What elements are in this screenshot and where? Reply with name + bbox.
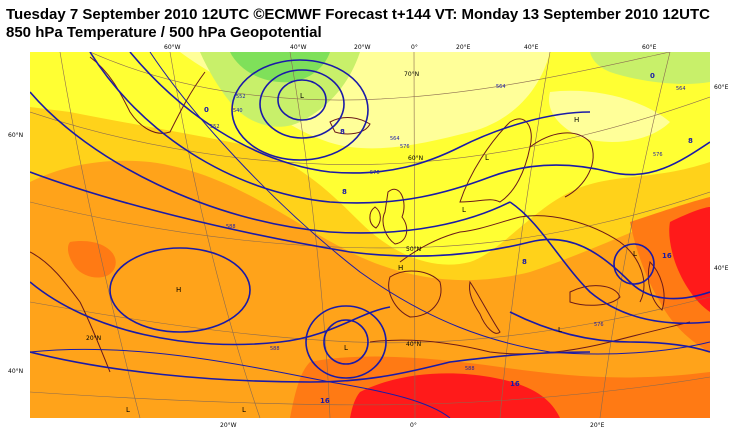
inner-latitude-labels: 70°N 60°N 50°N 40°N 20°N bbox=[86, 71, 423, 348]
high-center: H bbox=[398, 264, 403, 272]
geo-label: 552 bbox=[236, 94, 246, 100]
temp-label: 0 bbox=[204, 106, 209, 114]
geopotential-contours bbox=[29, 51, 711, 383]
geo-label: 576 bbox=[594, 322, 604, 328]
temp-band-pale-green bbox=[200, 52, 360, 127]
temp-label: 16 bbox=[662, 252, 672, 260]
low-center: L bbox=[462, 206, 466, 214]
map-svg: L L L L L L L L H H H 540 552 564 576 58… bbox=[29, 51, 711, 419]
temperature-labels: 0 0 8 8 8 16 16 16 8 bbox=[204, 72, 693, 405]
geo-label: 588 bbox=[465, 366, 475, 372]
temp-band-pale-green-ne bbox=[590, 52, 710, 84]
top-lon-label: 20°W bbox=[354, 44, 371, 51]
geo-label: 576 bbox=[400, 144, 410, 150]
bottom-lon-label: 20°E bbox=[590, 422, 605, 429]
low-center: L bbox=[633, 250, 637, 258]
weather-map: L L L L L L L L H H H 540 552 564 576 58… bbox=[29, 51, 711, 419]
top-lon-label: 20°E bbox=[456, 44, 471, 51]
low-center: L bbox=[242, 406, 246, 414]
geopotential-labels: 540 552 564 576 588 588 576 564 552 588 … bbox=[210, 84, 686, 372]
left-lat-label: 60°N bbox=[8, 132, 24, 139]
top-lon-label: 40°W bbox=[290, 44, 307, 51]
geo-label: 564 bbox=[496, 84, 506, 90]
pressure-centers: L L L L L L L L H H H bbox=[126, 92, 637, 414]
lat-label: 70°N bbox=[404, 71, 419, 78]
right-lat-label: 60°E bbox=[714, 84, 729, 91]
temp-label: 16 bbox=[510, 380, 520, 388]
temp-band-yellow bbox=[30, 52, 710, 265]
geo-label: 564 bbox=[676, 86, 686, 92]
top-lon-label: 60°E bbox=[642, 44, 657, 51]
temp-patch-west bbox=[67, 241, 116, 278]
graticule bbox=[29, 51, 711, 419]
lat-label: 20°N bbox=[86, 335, 101, 342]
geo-label: 576 bbox=[653, 152, 663, 158]
bottom-lon-label: 20°W bbox=[220, 422, 237, 429]
temp-label: 8 bbox=[342, 188, 347, 196]
high-center: H bbox=[176, 286, 181, 294]
geo-label: 588 bbox=[270, 346, 280, 352]
temp-label: 8 bbox=[522, 258, 527, 266]
top-lon-label: 0° bbox=[411, 44, 418, 51]
chart-subtitle: 850 hPa Temperature / 500 hPa Geopotenti… bbox=[6, 24, 322, 41]
bottom-lon-label: 0° bbox=[410, 422, 417, 429]
low-center: L bbox=[344, 344, 348, 352]
low-center: L bbox=[300, 92, 304, 100]
geo-label: 588 bbox=[226, 224, 236, 230]
temp-label: 8 bbox=[340, 128, 345, 136]
low-center: L bbox=[126, 406, 130, 414]
lat-label: 50°N bbox=[406, 246, 421, 253]
lat-label: 60°N bbox=[408, 155, 423, 162]
temp-band-red-east bbox=[669, 207, 710, 312]
left-lat-label: 40°N bbox=[8, 368, 24, 375]
temp-band-red-south bbox=[350, 373, 560, 418]
chart-title: Tuesday 7 September 2010 12UTC ©ECMWF Fo… bbox=[6, 6, 710, 23]
temp-label: 8 bbox=[688, 137, 693, 145]
temp-label: 0 bbox=[650, 72, 655, 80]
lat-label: 40°N bbox=[406, 341, 421, 348]
temp-band-light-yellow-east bbox=[549, 90, 670, 142]
top-lon-label: 40°E bbox=[524, 44, 539, 51]
temperature-contours bbox=[29, 51, 711, 419]
geo-label: 552 bbox=[210, 124, 220, 130]
geo-label: 576 bbox=[370, 170, 380, 176]
coastlines bbox=[29, 56, 691, 373]
low-center: L bbox=[558, 326, 562, 334]
low-center: L bbox=[485, 154, 489, 162]
top-lon-label: 60°W bbox=[164, 44, 181, 51]
right-lat-label: 40°E bbox=[714, 265, 729, 272]
temp-label: 16 bbox=[320, 397, 330, 405]
geo-label: 564 bbox=[390, 136, 400, 142]
geo-label: 540 bbox=[233, 108, 243, 114]
high-center: H bbox=[574, 116, 579, 124]
